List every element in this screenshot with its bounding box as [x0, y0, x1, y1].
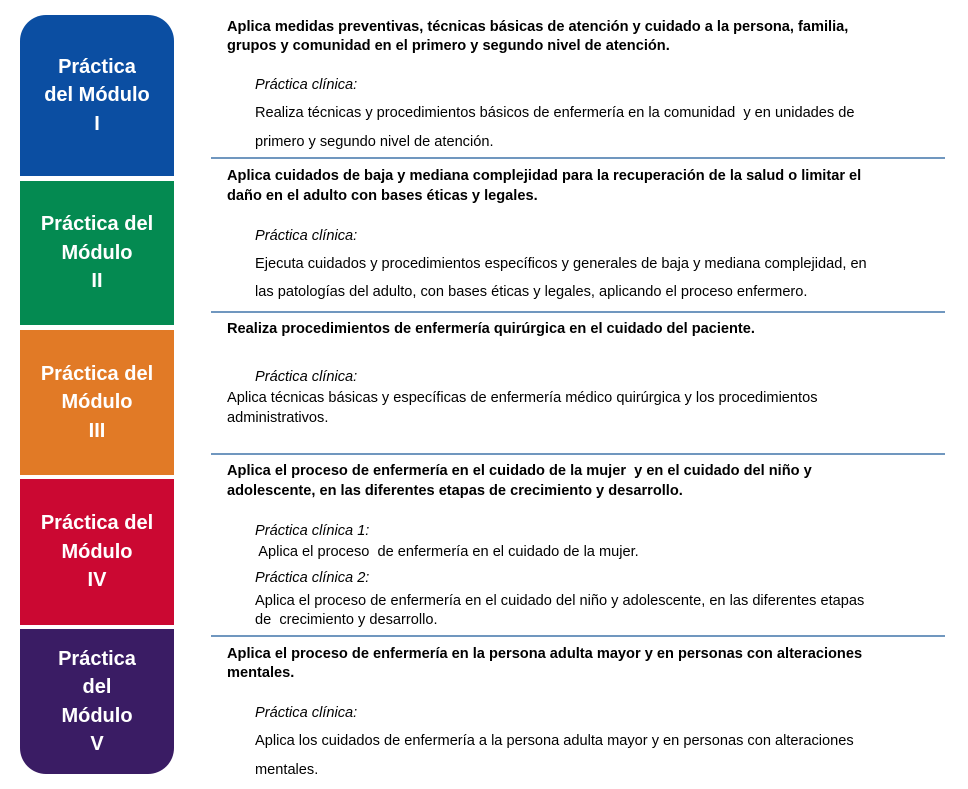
module-2-body: las patologías del adulto, con bases éti… [255, 284, 808, 300]
module-5-heading: Aplica el proceso de enfermería en la pe… [227, 646, 863, 662]
module-5-heading: mentales. [227, 665, 295, 681]
module-4-clinic-label-1: Práctica clínica 1: [255, 523, 370, 539]
module-1-heading: grupos y comunidad en el primero y segun… [227, 38, 670, 54]
separator [211, 157, 945, 159]
module-3-box: Práctica del Módulo III [20, 330, 174, 475]
module-1-body: primero y segundo nivel de atención. [255, 134, 494, 150]
separator [211, 453, 945, 455]
module-3-body: administrativos. [227, 410, 329, 426]
module-3-body: Aplica técnicas básicas y específicas de… [227, 390, 818, 406]
module-5-box: Práctica del Módulo V [20, 629, 174, 774]
module-1-body: Realiza técnicas y procedimientos básico… [255, 105, 855, 121]
module-4-heading: adolescente, en las diferentes etapas de… [227, 483, 683, 499]
module-1-clinic-label: Práctica clínica: [255, 77, 358, 93]
module-5-body: mentales. [255, 762, 319, 778]
module-4-clinic-label-2: Práctica clínica 2: [255, 570, 370, 586]
module-4-heading: Aplica el proceso de enfermería en el cu… [227, 463, 812, 479]
module-5-clinic-label: Práctica clínica: [255, 705, 358, 721]
module-2-body: Ejecuta cuidados y procedimientos especí… [255, 256, 867, 272]
module-2-heading: Aplica cuidados de baja y mediana comple… [227, 168, 862, 184]
module-4-body-2: Aplica el proceso de enfermería en el cu… [255, 593, 865, 609]
module-2-box: Práctica del Módulo II [20, 181, 174, 325]
module-1-box: Práctica del Módulo I [20, 15, 174, 176]
separator [211, 635, 945, 637]
module-3-heading: Realiza procedimientos de enfermería qui… [227, 321, 755, 337]
module-2-clinic-label: Práctica clínica: [255, 228, 358, 244]
module-4-box: Práctica del Módulo IV [20, 479, 174, 625]
module-4-body-1: Aplica el proceso de enfermería en el cu… [255, 544, 639, 560]
module-2-heading: daño en el adulto con bases éticas y leg… [227, 188, 538, 204]
separator [211, 311, 945, 313]
module-1-heading: Aplica medidas preventivas, técnicas bás… [227, 19, 849, 35]
module-5-body: Aplica los cuidados de enfermería a la p… [255, 733, 854, 749]
module-4-body-2: de crecimiento y desarrollo. [255, 612, 438, 628]
module-3-clinic-label: Práctica clínica: [255, 369, 358, 385]
